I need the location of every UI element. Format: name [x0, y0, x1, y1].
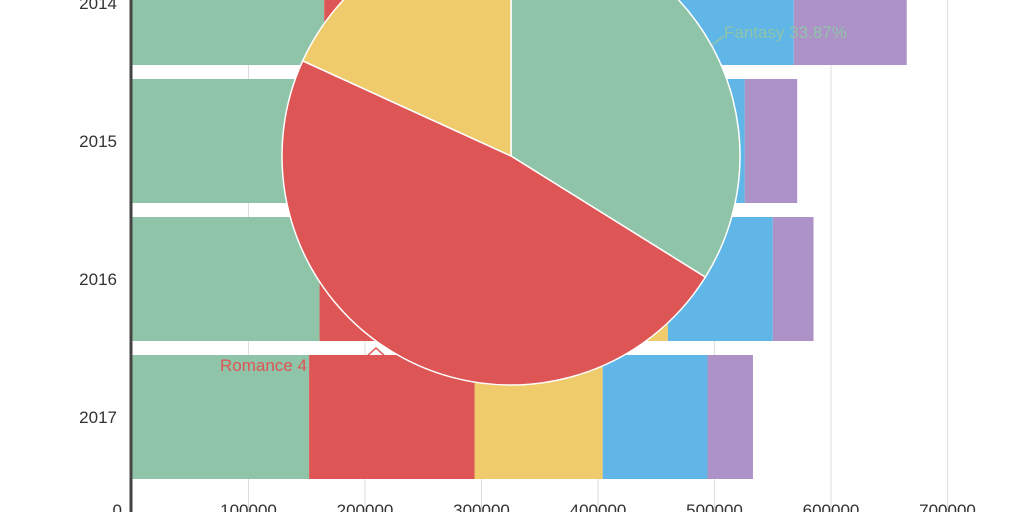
x-tick-label: 500000	[686, 501, 743, 512]
x-tick-label: 200000	[337, 501, 394, 512]
pie-slice	[301, 0, 512, 158]
pie-slice	[281, 59, 707, 386]
y-tick-label: 2016	[79, 270, 117, 289]
pie-label-fantasy: Fantasy 33.87%	[724, 23, 847, 42]
bar-segment	[793, 0, 907, 65]
pie-label-line	[711, 35, 725, 46]
bar-segment	[132, 355, 310, 479]
bar-segment	[744, 79, 798, 203]
bar-segment	[132, 0, 325, 65]
bar-segment	[132, 217, 320, 341]
x-tick-label: 600000	[803, 501, 860, 512]
pie-label-romance: Romance 4	[220, 356, 307, 375]
bar-segment	[707, 355, 753, 479]
y-tick-label: 2014	[79, 0, 117, 13]
pie-slice	[510, 0, 741, 279]
y-tick-label: 2015	[79, 132, 117, 151]
x-tick-label: 700000	[919, 501, 976, 512]
x-tick-label: 400000	[570, 501, 627, 512]
x-tick-label: 300000	[453, 501, 510, 512]
bar-segment	[602, 355, 708, 479]
pie-label-line	[364, 346, 388, 359]
bar-segment	[772, 217, 814, 341]
y-tick-label: 2017	[79, 408, 117, 427]
x-tick-label: 0	[113, 501, 122, 512]
x-tick-label: 100000	[220, 501, 277, 512]
